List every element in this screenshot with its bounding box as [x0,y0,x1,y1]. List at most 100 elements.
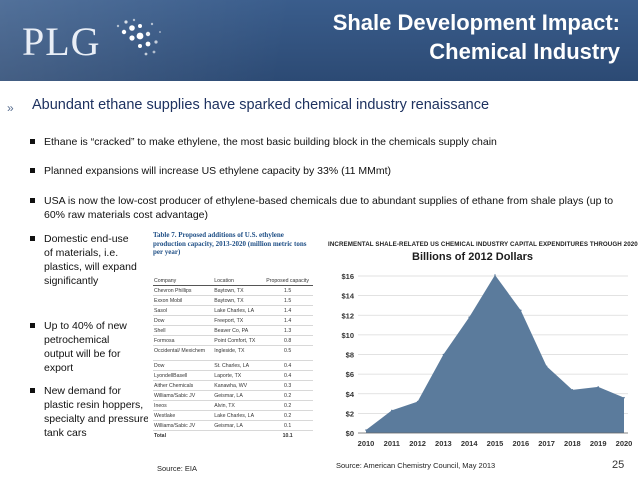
table-row: Chevron Phillips Baytown, TX 1.5 [153,285,313,296]
table-row: Aither Chemicals Kanawha, WV 0.3 [153,380,313,391]
sub-bullet: USA is now the low-cost producer of ethy… [30,194,625,222]
chart-source: Source: American Chemistry Council, May … [336,461,496,470]
cell-location: Kanawha, WV [213,380,263,391]
x-tick-label: 2014 [461,439,479,448]
data-point [545,365,548,368]
cell-location: Baytown, TX [213,295,263,306]
chart-title: INCREMENTAL SHALE-RELATED US CHEMICAL IN… [328,241,638,248]
sub-bullet: Up to 40% of new petrochemical output wi… [30,319,140,375]
sub-bullet: Ethane is “cracked” to make ethylene, th… [30,135,625,149]
total-value: 10.1 [282,432,293,439]
x-tick-label: 2011 [384,439,400,448]
slide-title: Shale Development Impact: Chemical Indus… [333,8,620,66]
cell-capacity: 0.1 [262,420,313,431]
column-header: Proposed capacity [262,277,313,286]
table-total-row: Total 10.1 [153,431,313,441]
data-point [494,274,496,276]
header-banner: PLG Shale Development Impact: Chemical I… [0,0,638,81]
table-row: Occidental/ Mexichem Ingleside, TX 0.5 [153,345,313,361]
cell-capacity: 0.2 [262,390,313,401]
y-tick-label: $14 [341,292,354,301]
capacity-table: Company Location Proposed capacity Chevr… [153,277,313,440]
sub-bullet-text: Domestic end-use of materials, i.e. plas… [44,233,137,287]
y-tick-label: $2 [346,409,354,418]
cell-company: Formosa [153,335,214,346]
sub-bullet-text: USA is now the low-cost producer of ethy… [44,195,614,221]
data-point [520,309,522,312]
sub-bullet: New demand for plastic resin hoppers, sp… [30,384,152,440]
title-line-1: Shale Development Impact: [332,10,620,35]
cell-location: Beaver Co, PA [213,325,263,336]
table-row: Westlake Lake Charles, LA 0.2 [153,410,313,421]
table-row: Sasol Lake Charles, LA 1.4 [153,305,313,316]
square-bullet-icon [30,168,35,173]
table-source: Source: EIA [157,464,198,473]
data-point [571,389,574,391]
data-point [468,316,470,319]
y-tick-label: $0 [346,429,354,438]
cell-capacity: 0.4 [262,370,313,381]
cell-company: Dow [153,315,214,326]
cell-capacity: 1.3 [262,325,313,336]
total-label: Total [154,432,167,439]
main-bullet-text: Abundant ethane supplies have sparked ch… [32,97,490,113]
cell-location: Alvin, TX [213,400,263,411]
total-spacer [213,431,262,441]
cell-company: Ineos [153,400,214,411]
cell-company: Sasol [153,305,214,316]
sub-bullet-text: Planned expansions will increase US ethy… [44,165,392,177]
cell-company: Shell [153,325,214,336]
x-tick-label: 2015 [487,439,504,448]
table-header-row: Company Location Proposed capacity [153,277,313,286]
x-tick-label: 2010 [358,439,375,448]
table-row: Williams/Sabic JV Geismar, LA 0.2 [153,390,313,401]
cell-location: Point Comfort, TX [213,335,263,346]
column-header: Company [153,277,214,286]
sub-bullet-text: New demand for plastic resin hoppers, sp… [44,385,150,439]
y-tick-label: $16 [341,272,354,281]
data-point [442,353,445,356]
cell-company: Aither Chemicals [153,380,214,391]
cell-location: Freeport, TX [213,315,263,326]
cell-capacity: 0.3 [262,380,313,391]
data-point [623,396,625,399]
title-line-2: Chemical Industry [429,39,620,64]
chart-subtitle: Billions of 2012 Dollars [412,251,534,263]
x-tick-label: 2020 [616,439,633,448]
plg-logo: PLG [22,19,101,64]
cell-company: Dow [153,360,214,371]
y-tick-label: $6 [346,370,354,379]
x-tick-label: 2018 [564,439,581,448]
cell-capacity: 0.2 [262,410,313,421]
header-gradient [0,0,638,81]
cell-capacity: 1.5 [262,285,313,296]
square-bullet-icon [30,139,35,144]
table-row: Formosa Point Comfort, TX 0.8 [153,335,313,346]
data-point [391,409,393,412]
cell-company: Occidental/ Mexichem [153,345,214,361]
square-bullet-icon [30,236,35,241]
table-row: Ineos Alvin, TX 0.2 [153,400,313,411]
sub-bullet-text: Up to 40% of new petrochemical output wi… [44,320,127,374]
page-number: 25 [612,459,625,471]
cell-capacity: 1.5 [262,295,313,306]
cell-company: Williams/Sabic JV [153,390,214,401]
data-point [416,400,419,403]
y-tick-label: $8 [346,351,354,360]
sub-bullet: Domestic end-use of materials, i.e. plas… [30,232,140,288]
x-tick-label: 2012 [409,439,426,448]
table-row: LyondellBasell Laporte, TX 0.4 [153,370,313,381]
ethylene-capacity-table-figure: Table 7. Proposed additions of U.S. ethy… [148,229,316,457]
logo-dots-icon [116,18,161,56]
x-tick-label: 2019 [590,439,607,448]
y-tick-label: $10 [341,331,354,340]
cell-location: Ingleside, TX [213,345,263,361]
chevron-bullet-icon: » [7,101,14,115]
cell-capacity: 0.5 [262,345,313,361]
sub-bullet-text: Ethane is “cracked” to make ethylene, th… [44,136,497,148]
cell-capacity: 1.4 [262,305,313,316]
table-row: Shell Beaver Co, PA 1.3 [153,325,313,336]
cell-company: Exxon Mobil [153,295,214,306]
capex-area-chart: $0 $2 $4 $6 $8 $10 $12 $14 $16 2010 2011 2012 2013 20… [341,272,633,448]
cell-location: Geismar, LA [213,420,263,431]
